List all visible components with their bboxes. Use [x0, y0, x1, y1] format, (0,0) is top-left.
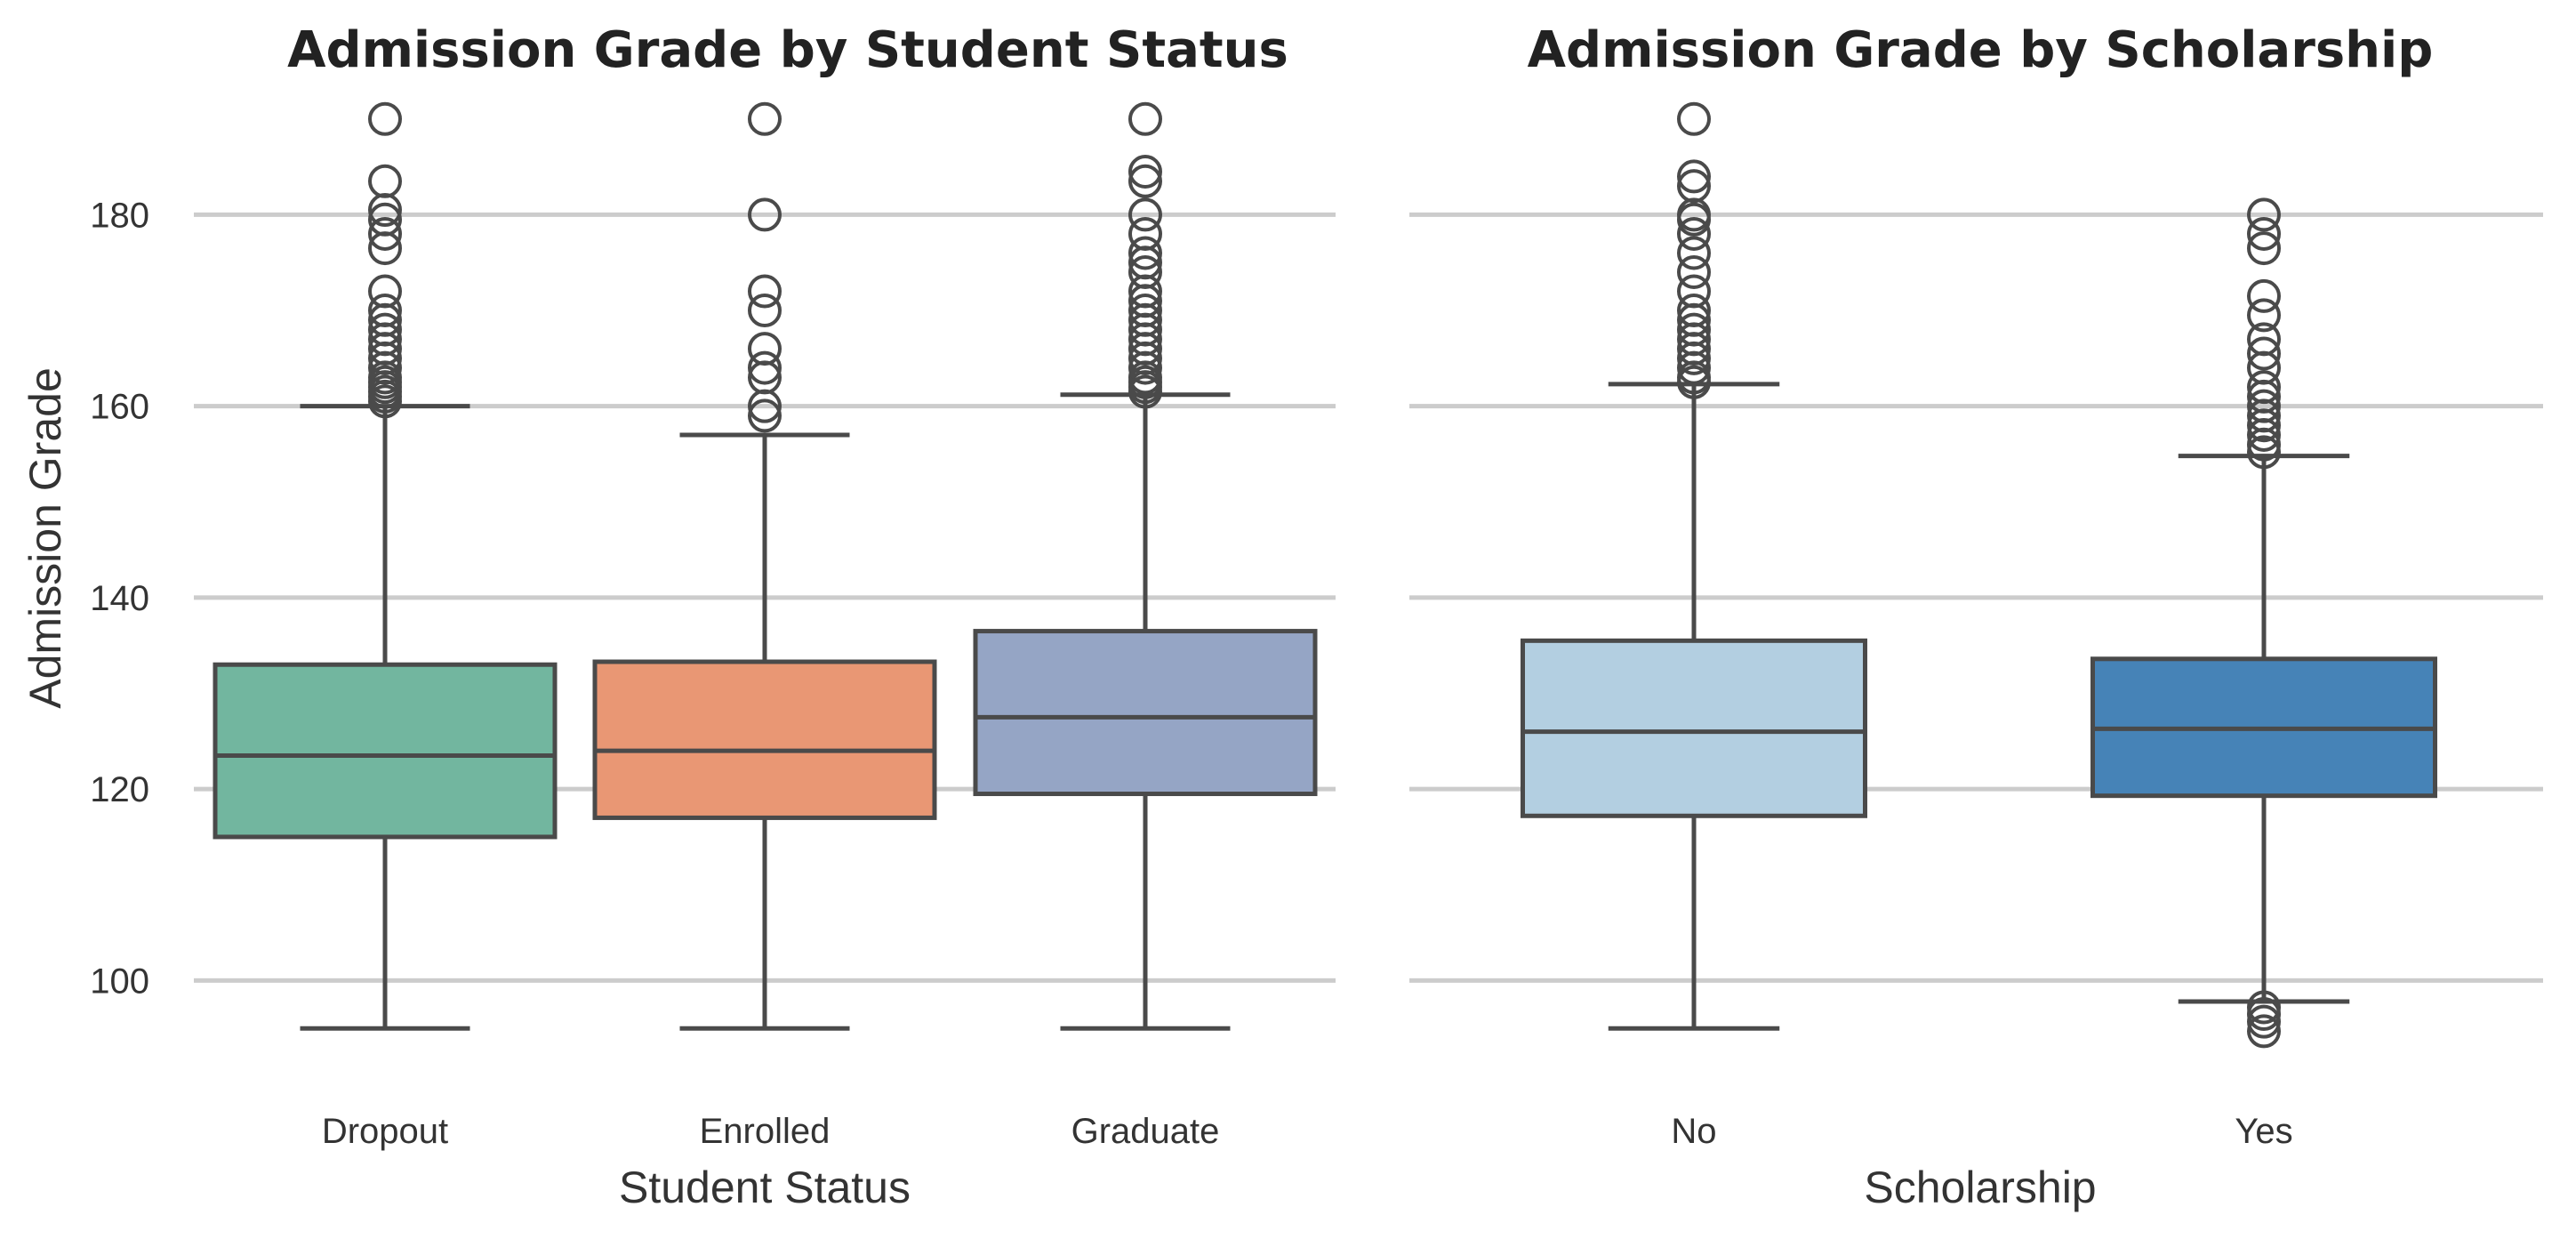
outlier-point — [1128, 101, 1162, 136]
x-tick-label: Enrolled — [700, 1112, 831, 1151]
box-dropout — [213, 101, 558, 1031]
outlier-point — [1128, 236, 1162, 270]
outlier-point — [2247, 298, 2281, 333]
x-axis-label: Student Status — [619, 1163, 911, 1212]
outlier-point — [368, 101, 402, 136]
outlier-point — [2247, 1014, 2281, 1049]
outlier-point — [368, 294, 402, 328]
panel-student-status: 100 120 140 160 180 Admission Grade by Studen… — [20, 21, 1336, 1212]
x-tick-label: No — [1671, 1112, 1716, 1151]
y-tick-label: 160 — [90, 388, 149, 427]
outlier-point — [1128, 197, 1162, 232]
y-tick-label: 120 — [90, 770, 149, 809]
outlier-point — [1677, 312, 1711, 347]
box-iqr — [1521, 638, 1867, 818]
box-iqr — [973, 629, 1318, 797]
x-tick-label: Graduate — [1071, 1112, 1220, 1151]
y-tick-label: 180 — [90, 196, 149, 235]
outlier-point — [1677, 169, 1711, 204]
box-iqr — [592, 659, 937, 820]
panel-scholarship: Admission Grade by Scholarship Scholarshi… — [1409, 21, 2543, 1212]
box-enrolled — [592, 101, 937, 1031]
outlier-point — [1677, 294, 1711, 328]
outlier-point — [2247, 231, 2281, 266]
outlier-point — [748, 101, 782, 136]
outlier-point — [368, 274, 402, 309]
outlier-point — [1128, 164, 1162, 198]
outlier-point — [2247, 216, 2281, 251]
outlier-point — [1677, 159, 1711, 194]
outlier-point — [748, 197, 782, 232]
outlier-point — [2247, 197, 2281, 232]
outlier-point — [1128, 216, 1162, 251]
outlier-point — [2247, 435, 2281, 470]
outlier-point — [2247, 370, 2281, 405]
outlier-point — [1128, 255, 1162, 289]
outlier-point — [748, 332, 782, 366]
outlier-point — [368, 312, 402, 347]
outlier-point — [368, 164, 402, 198]
outlier-point — [2247, 1004, 2281, 1039]
outlier-point — [748, 398, 782, 433]
outlier-point — [748, 350, 782, 385]
box-iqr — [213, 662, 558, 840]
outlier-point — [1677, 236, 1711, 270]
x-tick-label: Yes — [2235, 1112, 2292, 1151]
outlier-point — [2247, 278, 2281, 313]
outlier-point — [1677, 101, 1711, 136]
y-axis-label: Admission Grade — [20, 367, 70, 709]
chart-title: Admission Grade by Student Status — [287, 21, 1288, 79]
outlier-point — [368, 202, 402, 237]
outlier-point — [368, 216, 402, 251]
x-tick-label: Dropout — [322, 1112, 448, 1151]
outlier-point — [1677, 274, 1711, 309]
outlier-point — [2247, 322, 2281, 357]
outlier-point — [1677, 216, 1711, 251]
chart-title: Admission Grade by Scholarship — [1528, 21, 2434, 79]
box-no — [1521, 101, 1867, 1031]
outlier-point — [1128, 155, 1162, 189]
outlier-point — [1128, 294, 1162, 328]
y-tick-label: 100 — [90, 961, 149, 1001]
outlier-point — [2247, 990, 2281, 1025]
outlier-point — [2247, 336, 2281, 371]
x-axis-label: Scholarship — [1864, 1163, 2096, 1212]
outlier-point — [1677, 255, 1711, 289]
box-graduate — [973, 101, 1318, 1031]
outlier-point — [748, 274, 782, 309]
y-tick-label: 140 — [90, 579, 149, 618]
box-yes — [2090, 197, 2437, 1049]
outlier-point — [748, 294, 782, 328]
outlier-point — [2247, 389, 2281, 423]
